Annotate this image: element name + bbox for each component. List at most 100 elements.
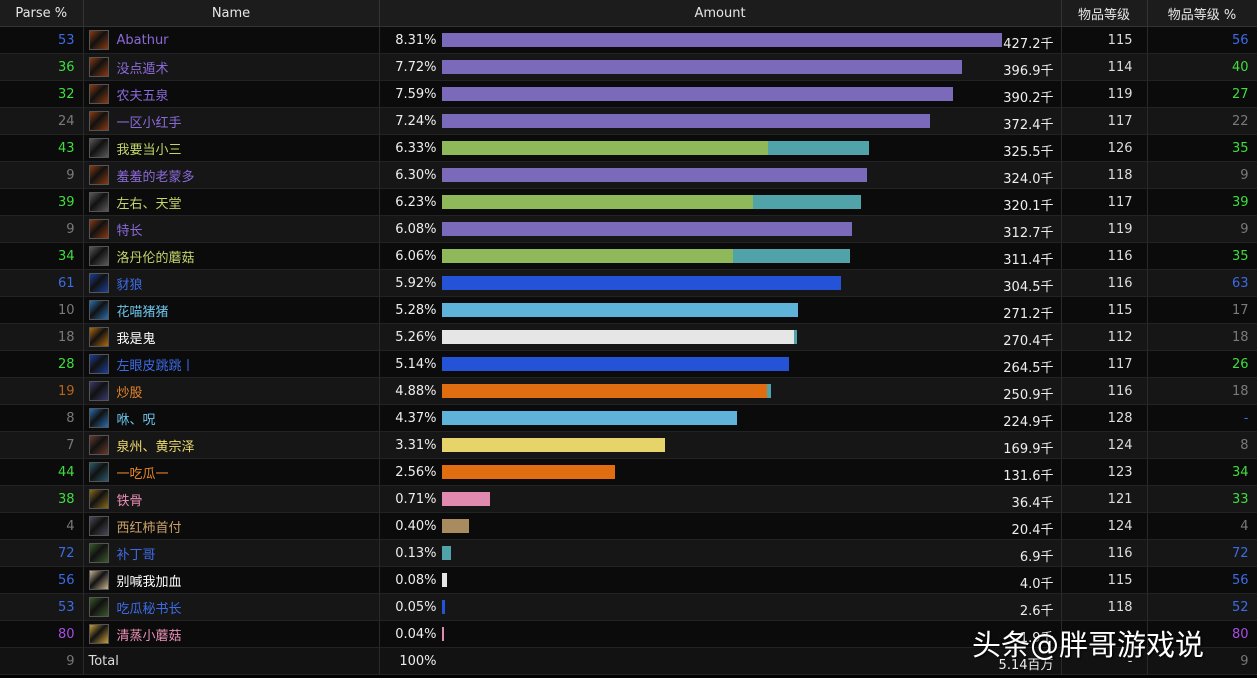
table-row[interactable]: 7 泉州、黄宗泽 3.31% 169.9千 124 8: [0, 431, 1257, 459]
table-row[interactable]: 72 补丁哥 0.13% 6.9千 116 72: [0, 539, 1257, 567]
player[interactable]: 炒股: [84, 378, 379, 404]
player-name[interactable]: 清蒸小蘑菇: [116, 628, 182, 644]
player[interactable]: 洛丹伦的蘑菇: [84, 243, 379, 269]
table-row[interactable]: 24 一区小红手 7.24% 372.4千 117 22: [0, 107, 1257, 135]
player[interactable]: 特长: [84, 216, 379, 242]
player-name[interactable]: 补丁哥: [116, 547, 156, 563]
item-level-percent: 27: [1147, 80, 1257, 108]
amount-percent: 0.04%: [395, 627, 437, 642]
table-row[interactable]: 38 铁骨 0.71% 36.4千 121 33: [0, 485, 1257, 513]
table-row[interactable]: 56 别喊我加血 0.08% 4.0千 115 56: [0, 566, 1257, 594]
player-name[interactable]: 咻、呪: [116, 412, 156, 428]
player[interactable]: 豺狼: [84, 270, 379, 296]
table-row[interactable]: 34 洛丹伦的蘑菇 6.06% 311.4千 116 35: [0, 242, 1257, 270]
player[interactable]: 我要当小三: [84, 135, 379, 161]
table-row[interactable]: 9 羞羞的老蒙多 6.30% 324.0千 118 9: [0, 161, 1257, 189]
header-amount[interactable]: Amount: [379, 0, 1062, 27]
player-name[interactable]: Abathur: [116, 32, 169, 48]
item-level: 112: [1061, 323, 1148, 351]
amount-bar-segment: [441, 546, 451, 560]
header-ilvl-pct[interactable]: 物品等级 %: [1147, 0, 1257, 27]
table-row[interactable]: 10 花喵猪猪 5.28% 271.2千 115 17: [0, 296, 1257, 324]
parse-percent: 36: [0, 53, 84, 81]
player[interactable]: 左眼皮跳跳丨: [84, 351, 379, 377]
header-parse[interactable]: Parse %: [0, 0, 84, 27]
player[interactable]: 补丁哥: [84, 540, 379, 566]
player-name[interactable]: 羞羞的老蒙多: [116, 169, 195, 185]
table-row[interactable]: 19 炒股 4.88% 250.9千 116 18: [0, 377, 1257, 405]
table-row[interactable]: 32 农夫五泉 7.59% 390.2千 119 27: [0, 80, 1257, 108]
player[interactable]: 一吃瓜一: [84, 459, 379, 485]
item-level: 117: [1061, 188, 1148, 216]
druid-cat-icon: [88, 462, 109, 482]
amount-bar-segment: [441, 195, 753, 209]
table-row[interactable]: 53 Abathur 8.31% 427.2千 115 56: [0, 26, 1257, 54]
player[interactable]: 铁骨: [84, 486, 379, 512]
table-row[interactable]: 43 我要当小三 6.33% 325.5千 126 35: [0, 134, 1257, 162]
amount-cell: 7.59% 390.2千: [379, 80, 1062, 108]
parse-percent: 32: [0, 80, 84, 108]
player[interactable]: 花喵猪猪: [84, 297, 379, 323]
player-name[interactable]: 特长: [116, 223, 143, 239]
table-row[interactable]: 9 特长 6.08% 312.7千 119 9: [0, 215, 1257, 243]
total-amount: 5.14百万: [998, 658, 1054, 673]
player-name[interactable]: 别喊我加血: [116, 574, 182, 590]
player-name[interactable]: 农夫五泉: [116, 88, 169, 104]
amount-wrap: 7.72% 396.9千: [380, 54, 1061, 80]
player[interactable]: 西红柿首付: [84, 513, 379, 539]
amount-percent: 7.59%: [395, 87, 437, 102]
item-level-percent: 72: [1147, 539, 1257, 567]
shaman-resto-icon: [88, 543, 109, 563]
amount-wrap: 5.28% 271.2千: [380, 297, 1061, 323]
table-row[interactable]: 53 吃瓜秘书长 0.05% 2.6千 118 52: [0, 593, 1257, 621]
player[interactable]: 咻、呪: [84, 405, 379, 431]
table-row[interactable]: 36 没点遁术 7.72% 396.9千 114 40: [0, 53, 1257, 81]
player-name[interactable]: 豺狼: [116, 277, 143, 293]
player-name[interactable]: 西红柿首付: [116, 520, 182, 536]
header-name[interactable]: Name: [83, 0, 380, 27]
player[interactable]: 没点遁术: [84, 54, 379, 80]
player-name[interactable]: 我是鬼: [116, 331, 156, 347]
player[interactable]: Abathur: [84, 27, 379, 53]
table-row[interactable]: 28 左眼皮跳跳丨 5.14% 264.5千 117 26: [0, 350, 1257, 378]
player-name[interactable]: 铁骨: [116, 493, 143, 509]
player-name[interactable]: 一区小红手: [116, 115, 182, 131]
table-row[interactable]: 8 咻、呪 4.37% 224.9千 128-: [0, 404, 1257, 432]
player[interactable]: 羞羞的老蒙多: [84, 162, 379, 188]
parse-percent: 53: [0, 26, 84, 54]
player[interactable]: 清蒸小蘑菇: [84, 621, 379, 647]
player[interactable]: 吃瓜秘书长: [84, 594, 379, 620]
table-row[interactable]: 44 一吃瓜一 2.56% 131.6千 123 34: [0, 458, 1257, 486]
warrior-fury-icon: [88, 84, 109, 104]
table-row[interactable]: 39 左右、天堂 6.23% 320.1千 117 39: [0, 188, 1257, 216]
player-name[interactable]: 洛丹伦的蘑菇: [116, 250, 195, 266]
player-name[interactable]: 一吃瓜一: [116, 466, 169, 482]
player[interactable]: 别喊我加血: [84, 567, 379, 593]
player[interactable]: 泉州、黄宗泽: [84, 432, 379, 458]
player-name[interactable]: 左眼皮跳跳丨: [116, 358, 195, 374]
player-name[interactable]: 左右、天堂: [116, 196, 182, 212]
table-row[interactable]: 18 我是鬼 5.26% 270.4千 112 18: [0, 323, 1257, 351]
rogue-blade-icon: [88, 192, 109, 212]
name-cell: 一吃瓜一: [83, 458, 380, 486]
player-name[interactable]: 吃瓜秘书长: [116, 601, 182, 617]
player[interactable]: 一区小红手: [84, 108, 379, 134]
player-name[interactable]: 泉州、黄宗泽: [116, 439, 195, 455]
player-name[interactable]: 我要当小三: [116, 142, 182, 158]
table-row[interactable]: 61 豺狼 5.92% 304.5千 116 63: [0, 269, 1257, 297]
player-name[interactable]: 炒股: [116, 385, 143, 401]
player[interactable]: 我是鬼: [84, 324, 379, 350]
amount-cell: 6.06% 311.4千: [379, 242, 1062, 270]
amount-bar: [441, 492, 1002, 506]
warrior-fury-icon: [88, 57, 109, 77]
player-name[interactable]: 花喵猪猪: [116, 304, 169, 320]
name-cell: 清蒸小蘑菇: [83, 620, 380, 648]
player[interactable]: 农夫五泉: [84, 81, 379, 107]
header-ilvl[interactable]: 物品等级: [1061, 0, 1148, 27]
player[interactable]: 左右、天堂: [84, 189, 379, 215]
amount-cell: 5.26% 270.4千: [379, 323, 1062, 351]
table-row[interactable]: 80 清蒸小蘑菇 0.04% 1.9千 80: [0, 620, 1257, 648]
table-row[interactable]: 4 西红柿首付 0.40% 20.4千 124 4: [0, 512, 1257, 540]
amount-wrap: 2.56% 131.6千: [380, 459, 1061, 485]
player-name[interactable]: 没点遁术: [116, 61, 169, 77]
